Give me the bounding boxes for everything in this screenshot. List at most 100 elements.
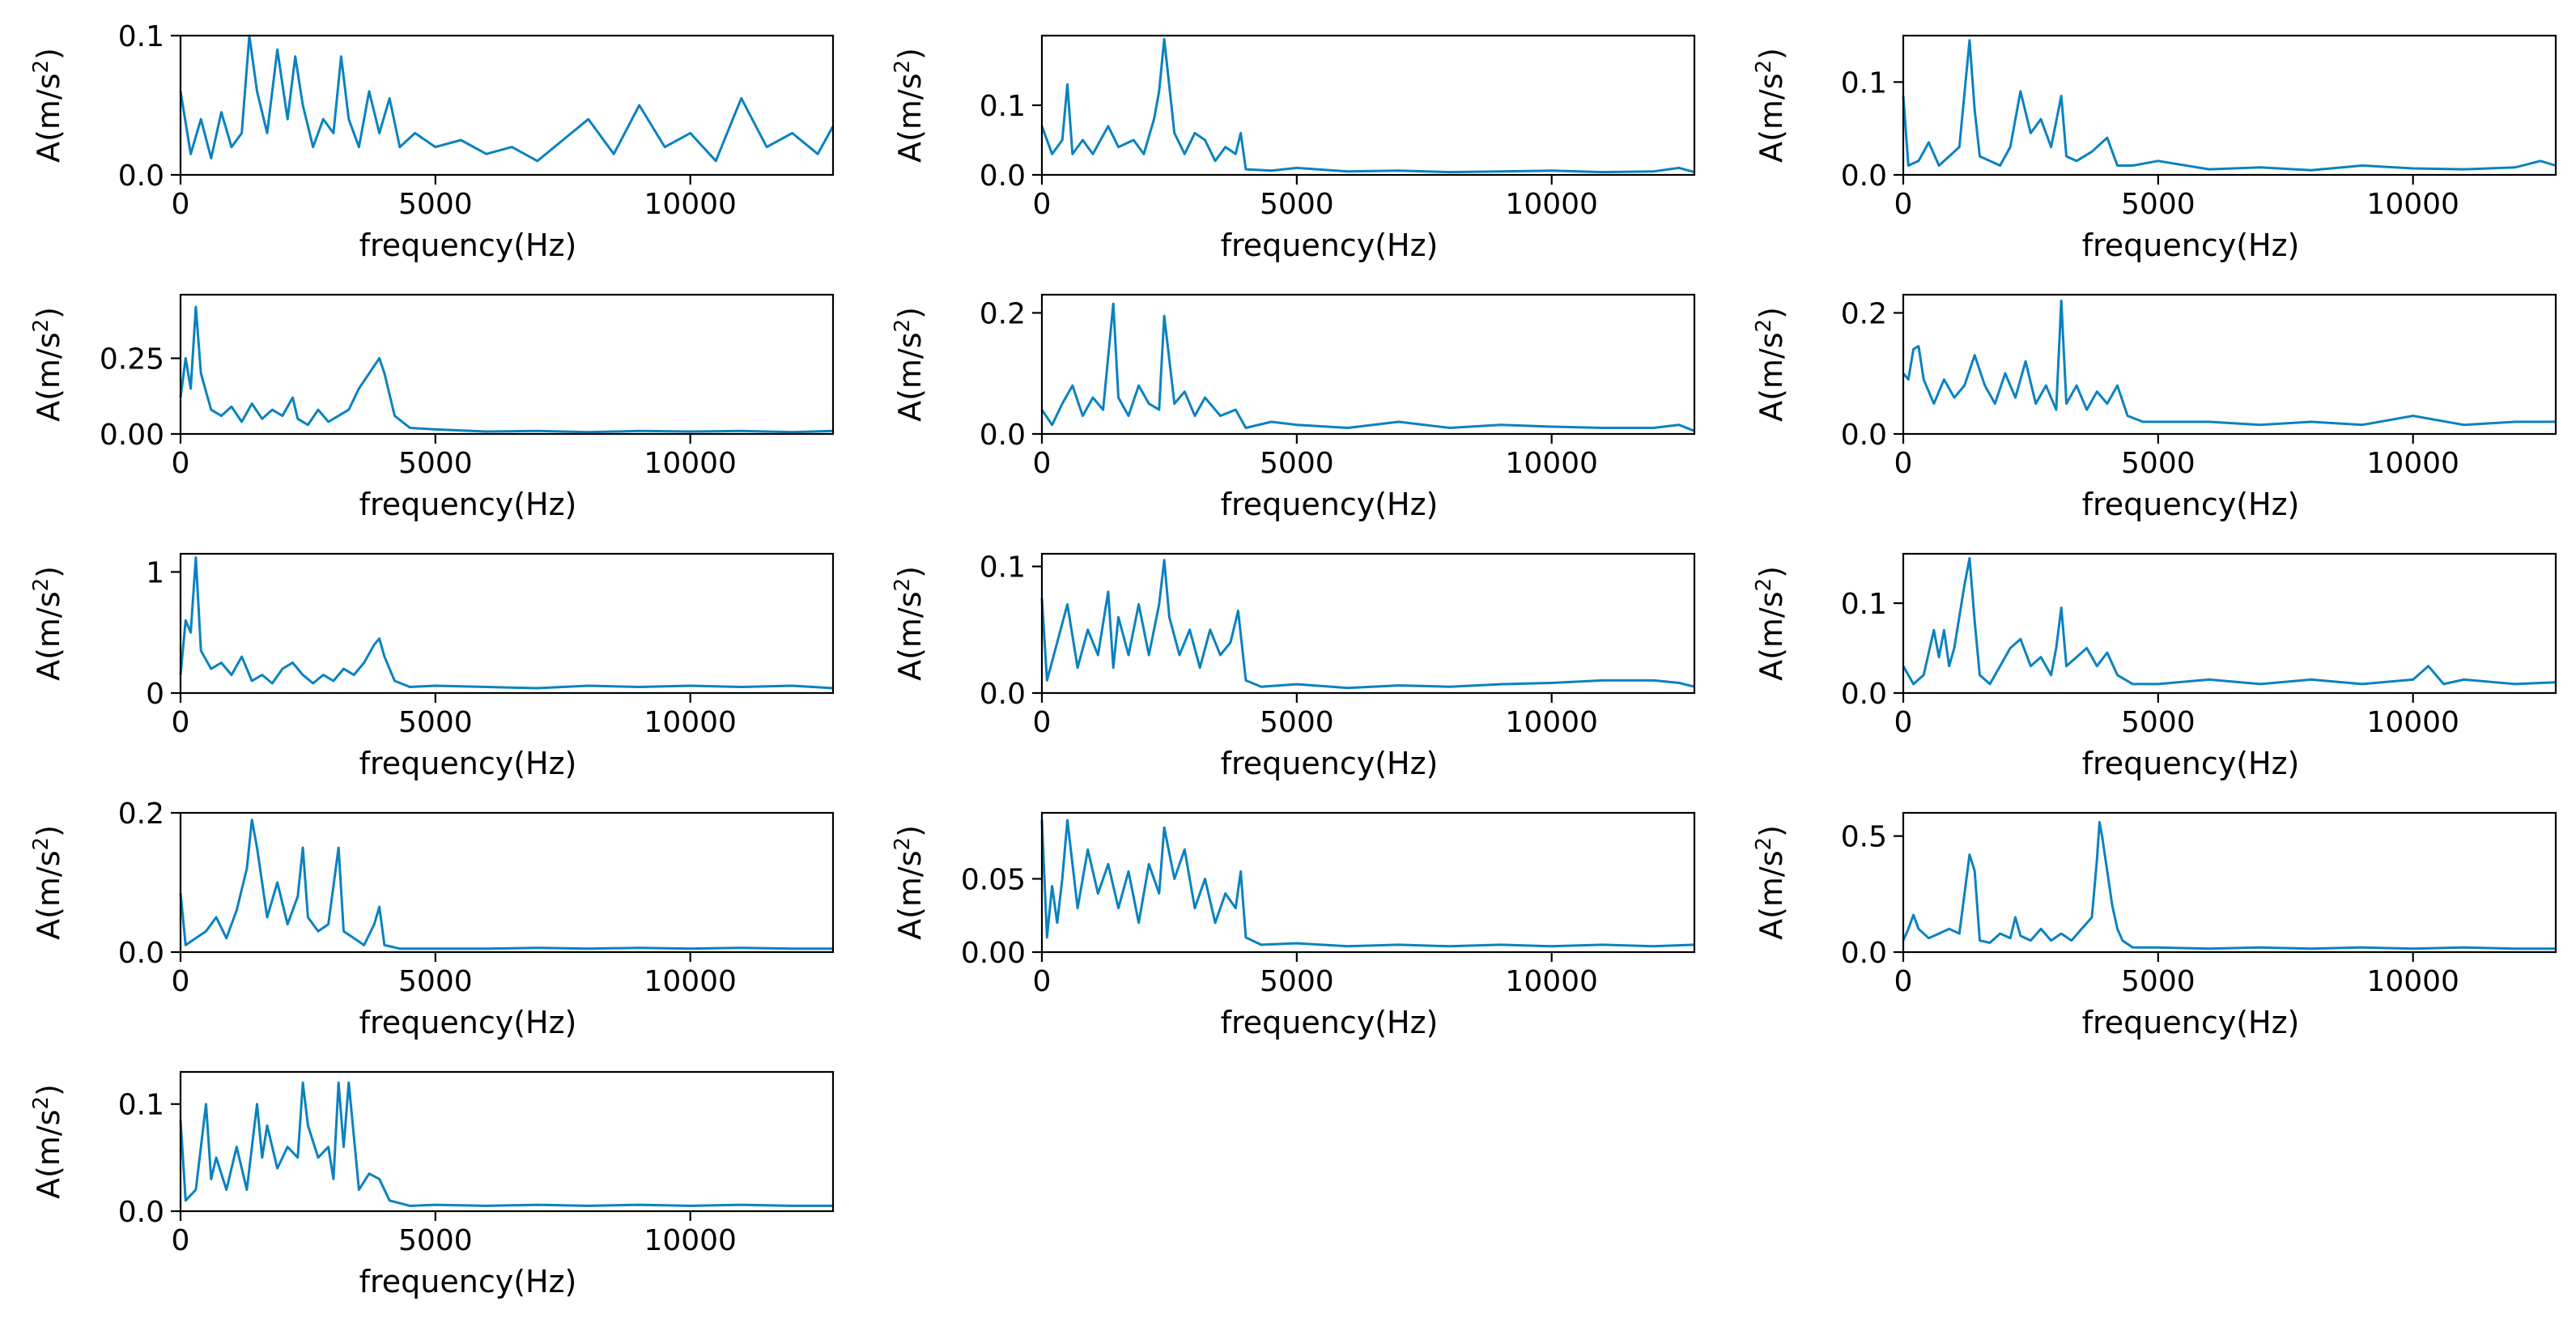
x-tick-label: 0 (172, 965, 190, 998)
series-line (1040, 37, 1695, 174)
x-tick-label: 5000 (2121, 965, 2196, 998)
x-tick-label: 10000 (2366, 965, 2459, 998)
x-tick-label: 5000 (1260, 447, 1334, 480)
y-axis-label: A(m/s2) (891, 48, 928, 163)
x-tick-label: 0 (1894, 188, 1913, 221)
subplot-11: 0 5000 10000 0.00 0.05 frequency(Hz) A(m/s2) (891, 811, 1696, 1040)
y-tick-label: 0.1 (1841, 66, 1887, 100)
axes-frame (1902, 34, 2557, 176)
subplot-12: 0 5000 10000 0.0 0.5 frequency(Hz) A(m/s2) (1752, 811, 2557, 1040)
x-tick-label: 0 (1894, 965, 1913, 998)
series-line (1040, 559, 1695, 690)
y-tick-label: 0.00 (100, 419, 164, 452)
x-tick-label: 5000 (1260, 706, 1334, 739)
y-tick-label: 0.2 (118, 797, 164, 831)
x-axis-label: frequency(Hz) (2082, 487, 2300, 522)
x-tick-label: 5000 (398, 965, 473, 998)
y-axis-label: A(m/s2) (29, 307, 66, 422)
y-tick-label: 0.0 (1841, 419, 1887, 452)
series-line (179, 819, 833, 950)
x-axis-label: frequency(Hz) (1221, 487, 1439, 522)
x-axis-label: frequency(Hz) (1221, 1005, 1439, 1040)
series-line (1902, 39, 2557, 172)
axes-frame (1040, 552, 1696, 695)
x-tick-label: 5000 (398, 188, 473, 221)
x-tick-label: 0 (1033, 188, 1052, 221)
x-tick-label: 5000 (398, 1224, 473, 1257)
y-tick-label: 0 (146, 678, 164, 711)
subplot-9: 0 5000 10000 0.0 0.1 frequency(Hz) A(m/s2) (1752, 552, 2557, 781)
y-tick-label: 0.0 (980, 159, 1026, 193)
x-tick-label: 10000 (644, 706, 737, 739)
y-tick-label: 0.00 (961, 937, 1026, 970)
subplot-10: 0 5000 10000 0.0 0.2 frequency(Hz) A(m/s2) (29, 797, 835, 1040)
axes-frame (179, 293, 835, 436)
y-tick-label: 0.25 (100, 343, 164, 376)
x-tick-label: 10000 (644, 965, 737, 998)
series-line (179, 34, 835, 163)
y-tick-label: 0.05 (961, 863, 1026, 896)
y-tick-label: 0.0 (980, 678, 1026, 711)
x-tick-label: 0 (1894, 447, 1913, 480)
subplot-7: 0 5000 10000 0 1 frequency(Hz) A(m/s2) (29, 552, 835, 781)
y-axis-label: A(m/s2) (891, 307, 928, 422)
axes-frame (179, 811, 835, 954)
x-axis-label: frequency(Hz) (1221, 228, 1439, 263)
x-tick-label: 5000 (1260, 965, 1334, 998)
x-tick-label: 10000 (2366, 188, 2459, 221)
y-axis-label: A(m/s2) (1752, 825, 1789, 940)
x-tick-label: 0 (172, 706, 190, 739)
x-tick-label: 10000 (644, 447, 737, 480)
y-tick-label: 0.5 (1841, 821, 1887, 854)
series-line (179, 1081, 833, 1207)
x-axis-label: frequency(Hz) (1221, 746, 1439, 781)
x-tick-label: 10000 (1505, 965, 1598, 998)
y-tick-label: 0.0 (118, 1196, 164, 1229)
subplot-1: 0 5000 10000 0.0 0.1 frequency(Hz) A(m/s2) (29, 20, 835, 263)
y-axis-label: A(m/s2) (1752, 307, 1789, 422)
y-tick-label: 0.0 (1841, 678, 1887, 711)
axes-frame (179, 34, 835, 176)
y-tick-label: 0.0 (118, 159, 164, 193)
x-tick-label: 10000 (644, 188, 737, 221)
x-tick-label: 0 (1894, 706, 1913, 739)
y-axis-label: A(m/s2) (1752, 566, 1789, 681)
x-tick-label: 10000 (644, 1224, 737, 1257)
x-tick-label: 5000 (2121, 447, 2196, 480)
x-tick-label: 10000 (1505, 188, 1598, 221)
y-tick-label: 0.0 (980, 419, 1026, 452)
axes-frame (1902, 293, 2557, 436)
y-tick-label: 0.2 (980, 297, 1026, 330)
series-line (1902, 300, 2556, 427)
x-tick-label: 0 (172, 1224, 190, 1257)
x-tick-label: 0 (1033, 706, 1052, 739)
y-tick-label: 0.1 (980, 551, 1026, 585)
x-tick-label: 10000 (1505, 706, 1598, 739)
x-tick-label: 10000 (1505, 447, 1598, 480)
y-tick-label: 0.0 (118, 937, 164, 970)
x-axis-label: frequency(Hz) (2082, 228, 2300, 263)
x-tick-label: 0 (1033, 965, 1052, 998)
series-line (1040, 819, 1695, 948)
series-line (179, 305, 834, 434)
x-tick-label: 10000 (2366, 706, 2459, 739)
x-axis-label: frequency(Hz) (2082, 746, 2300, 781)
x-tick-label: 0 (1033, 447, 1052, 480)
x-axis-label: frequency(Hz) (359, 487, 577, 522)
series-line (1902, 821, 2556, 950)
y-axis-label: A(m/s2) (29, 1084, 66, 1199)
x-tick-label: 0 (172, 188, 190, 221)
x-tick-label: 5000 (398, 447, 473, 480)
y-tick-label: 0.1 (980, 90, 1026, 123)
subplot-4: 0 5000 10000 0.00 0.25 frequency(Hz) A(m/s2) (29, 293, 835, 522)
x-tick-label: 5000 (2121, 706, 2196, 739)
axes-frame (1040, 293, 1696, 436)
subplot-8: 0 5000 10000 0.0 0.1 frequency(Hz) A(m/s2) (891, 551, 1696, 781)
x-axis-label: frequency(Hz) (359, 1005, 577, 1040)
axes-frame (1902, 811, 2557, 954)
y-tick-label: 0.1 (1841, 588, 1887, 621)
subplot-2: 0 5000 10000 0.0 0.1 frequency(Hz) A(m/s2) (891, 34, 1696, 263)
x-tick-label: 5000 (398, 706, 473, 739)
series-line (1040, 302, 1695, 432)
